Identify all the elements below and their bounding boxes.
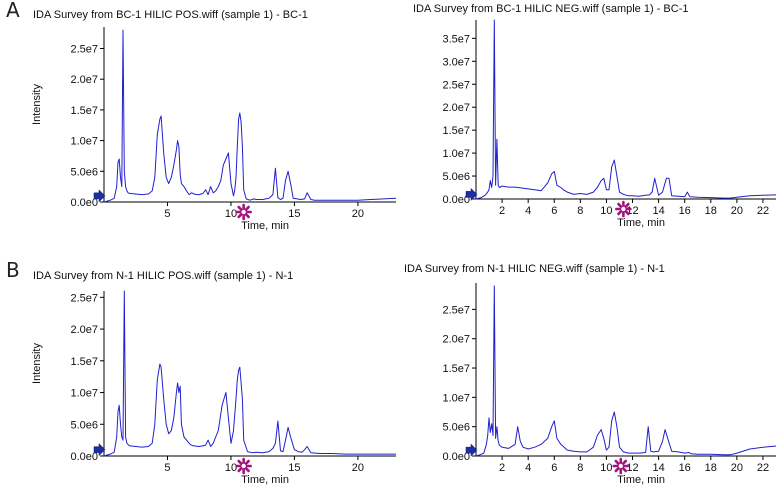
x-tick-label-neg-n1: 16 — [679, 462, 691, 474]
y-tick-label-pos-bc1: 2.0e7 — [70, 74, 98, 86]
x-tick-label-neg-n1: 22 — [757, 462, 769, 474]
asterisk-icon — [235, 203, 252, 221]
y-tick-label-neg-bc1: 1.5e7 — [442, 125, 470, 137]
y-tick-label-pos-n1: 5.0e6 — [70, 419, 98, 431]
y-tick-label-neg-n1: 2.5e7 — [442, 304, 470, 316]
y-tick-label-neg-bc1: 2.5e7 — [442, 79, 470, 91]
x-tick-label-neg-n1: 18 — [705, 462, 717, 474]
chart-title-pos-bc1: IDA Survey from BC-1 HILIC POS.wiff (sam… — [33, 9, 308, 21]
chart-title-neg-bc1: IDA Survey from BC-1 HILIC NEG.wiff (sam… — [413, 3, 689, 15]
x-tick-label-neg-bc1: 10 — [600, 205, 612, 217]
x-axis-label-neg-n1: Time, min — [617, 474, 665, 486]
y-tick-label-neg-bc1: 3.5e7 — [442, 33, 470, 45]
x-tick-label-pos-bc1: 5 — [164, 208, 170, 220]
x-tick-label-neg-n1: 10 — [600, 462, 612, 474]
y-tick-label-neg-n1: 1.5e7 — [442, 363, 470, 375]
asterisk-center — [241, 209, 246, 215]
x-tick-label-neg-bc1: 20 — [731, 205, 743, 217]
panel-label-a: A — [6, 0, 20, 22]
y-axis-label-pos-bc1: Intensity — [31, 84, 43, 125]
y-tick-label-pos-n1: 0.0e0 — [70, 451, 98, 463]
x-tick-label-pos-bc1: 15 — [288, 208, 300, 220]
chart-neg-bc1: 0.0e0 5.0e6 1.0e7 1.5e7 2.0e7 2.5e7 3.0e7 3.5e7… — [442, 19, 777, 229]
y-tick-label-neg-bc1: 5.0e6 — [442, 171, 470, 183]
x-tick-label-pos-n1: 10 — [225, 462, 237, 474]
x-tick-label-neg-bc1: 22 — [757, 205, 769, 217]
y-tick-label-neg-bc1: 3.0e7 — [442, 56, 470, 68]
chromatogram-trace-pos-n1 — [103, 290, 396, 457]
chart-title-neg-n1: IDA Survey from N-1 HILIC NEG.wiff (samp… — [404, 263, 665, 275]
x-tick-label-pos-n1: 20 — [352, 462, 364, 474]
asterisk-center — [241, 463, 246, 469]
chart-neg-n1: 0.0e0 5.0e6 1.0e7 1.5e7 2.0e7 2.5e7 2 4 6 8 10 12 14… — [442, 283, 777, 486]
y-tick-label-neg-bc1: 1.0e7 — [442, 148, 470, 160]
x-tick-label-neg-n1: 20 — [731, 462, 743, 474]
x-tick-label-neg-bc1: 18 — [705, 205, 717, 217]
y-tick-label-neg-n1: 0.0e0 — [442, 451, 470, 463]
x-tick-label-pos-n1: 5 — [164, 462, 170, 474]
x-tick-label-neg-bc1: 2 — [499, 205, 505, 217]
y-tick-label-pos-bc1: 5.0e6 — [70, 166, 98, 178]
blue-arrow-icon — [93, 443, 106, 457]
y-tick-label-pos-bc1: 0.0e0 — [70, 197, 98, 209]
x-tick-label-neg-n1: 2 — [499, 462, 505, 474]
chart-pos-bc1: 0.0e0 5.0e6 1.0e7 1.5e7 2.0e7 2.5e7 5 10 15 20 Tim… — [31, 27, 397, 232]
x-tick-label-neg-n1: 6 — [551, 462, 557, 474]
x-tick-label-pos-n1: 15 — [288, 462, 300, 474]
x-tick-label-neg-n1: 8 — [577, 462, 583, 474]
x-tick-label-pos-bc1: 10 — [225, 208, 237, 220]
y-tick-label-neg-n1: 1.0e7 — [442, 392, 470, 404]
panel-label-b: B — [6, 258, 20, 282]
chromatogram-trace-neg-n1 — [475, 285, 777, 457]
y-tick-label-pos-n1: 1.0e7 — [70, 388, 98, 400]
asterisk-icon — [615, 200, 632, 218]
y-tick-label-pos-n1: 2.0e7 — [70, 324, 98, 336]
x-tick-label-pos-bc1: 20 — [352, 208, 364, 220]
y-tick-label-pos-n1: 1.5e7 — [70, 356, 98, 368]
y-tick-label-neg-n1: 5.0e6 — [442, 422, 470, 434]
chromatogram-trace-pos-bc1 — [103, 29, 397, 203]
x-tick-label-neg-bc1: 4 — [525, 205, 531, 217]
x-tick-label-neg-bc1: 8 — [577, 205, 583, 217]
chart-pos-n1: 0.0e0 5.0e6 1.0e7 1.5e7 2.0e7 2.5e7 5 10 15 20 Tim… — [31, 290, 396, 486]
x-tick-label-neg-n1: 14 — [652, 462, 664, 474]
asterisk-icon — [612, 457, 630, 475]
asterisk-icon — [235, 457, 252, 475]
x-tick-label-neg-bc1: 6 — [551, 205, 557, 217]
x-axis-label-pos-bc1: Time, min — [241, 220, 289, 232]
chromatogram-trace-neg-bc1 — [475, 19, 777, 200]
blue-arrow-icon — [93, 189, 106, 203]
blue-arrow-icon — [465, 443, 478, 457]
y-tick-label-neg-n1: 2.0e7 — [442, 334, 470, 346]
x-tick-label-neg-bc1: 16 — [679, 205, 691, 217]
x-tick-label-neg-n1: 12 — [626, 462, 638, 474]
asterisk-center — [621, 206, 626, 212]
x-axis-label-neg-bc1: Time, min — [617, 217, 665, 229]
asterisk-center — [618, 463, 623, 469]
y-tick-label-pos-bc1: 2.5e7 — [70, 43, 98, 55]
y-tick-label-pos-n1: 2.5e7 — [70, 292, 98, 304]
x-tick-label-neg-n1: 4 — [525, 462, 531, 474]
chart-title-pos-n1: IDA Survey from N-1 HILIC POS.wiff (samp… — [33, 270, 294, 282]
y-axis-label-pos-n1: Intensity — [31, 343, 43, 384]
y-tick-label-neg-bc1: 2.0e7 — [442, 102, 470, 114]
x-axis-label-pos-n1: Time, min — [241, 474, 289, 486]
y-tick-label-neg-bc1: 0.0e0 — [442, 194, 470, 206]
blue-arrow-icon — [465, 187, 478, 202]
y-tick-label-pos-bc1: 1.5e7 — [70, 105, 98, 117]
x-tick-label-neg-bc1: 14 — [652, 205, 664, 217]
y-tick-label-pos-bc1: 1.0e7 — [70, 136, 98, 148]
